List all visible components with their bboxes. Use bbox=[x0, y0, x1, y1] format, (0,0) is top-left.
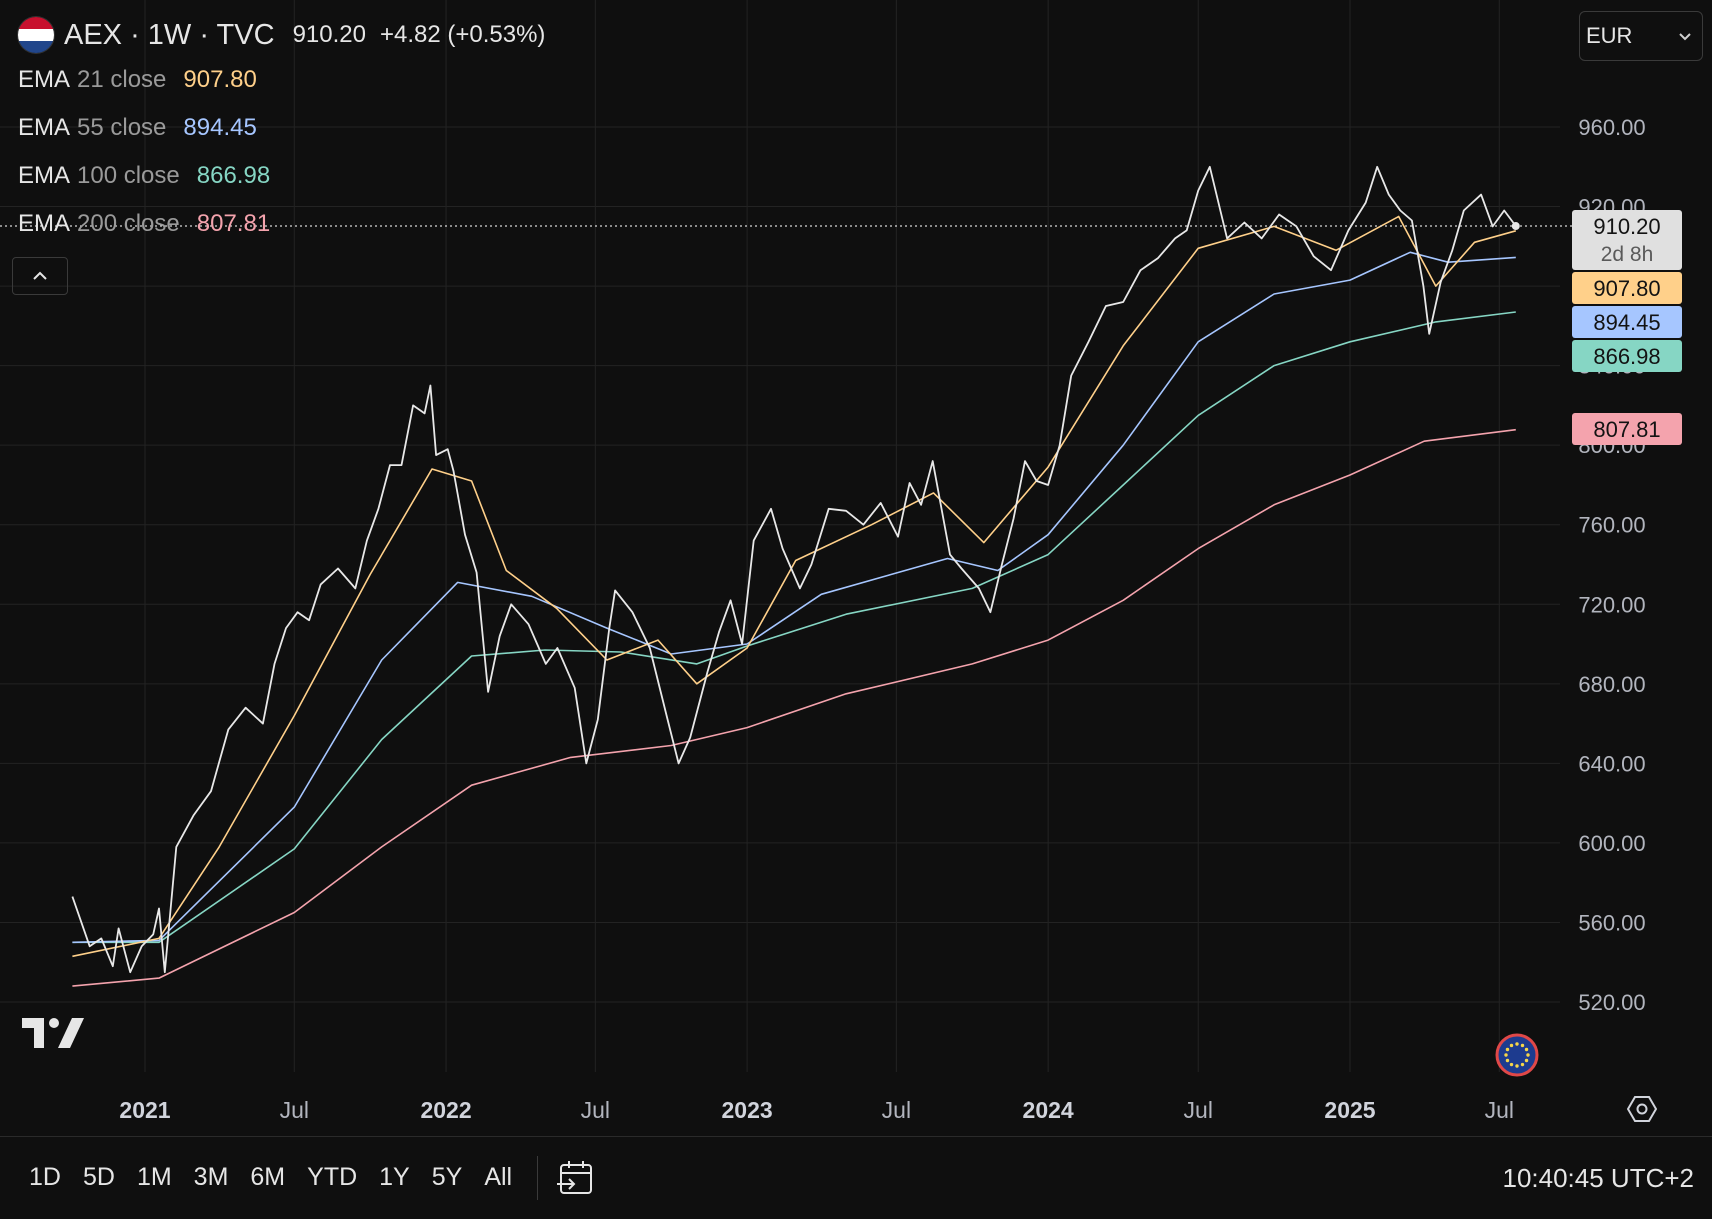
indicator-name: EMA bbox=[18, 114, 71, 141]
symbol-title[interactable]: AEX · 1W · TVC bbox=[64, 18, 275, 51]
indicator-ema-55[interactable]: EMA 55 close 894.45 bbox=[18, 104, 545, 152]
netherlands-flag-icon bbox=[18, 17, 54, 53]
price-change: +4.82 (+0.53%) bbox=[379, 21, 546, 48]
calendar-goto-icon bbox=[557, 1160, 593, 1194]
indicator-params: 55 close bbox=[77, 114, 167, 141]
ema-price-tag bbox=[1572, 306, 1682, 338]
y-tick-label: 560.00 bbox=[1578, 910, 1645, 935]
y-tick-label: 760.00 bbox=[1578, 513, 1645, 538]
x-tick-label: Jul bbox=[1184, 1097, 1213, 1123]
indicator-value: 866.98 bbox=[196, 162, 271, 189]
range-5d-button[interactable]: 5D bbox=[82, 1163, 115, 1191]
y-tick-label: 520.00 bbox=[1578, 990, 1645, 1015]
bottom-toolbar: 1D 5D 1M 3M 6M YTD 1Y 5Y All 10:40:45 UT… bbox=[0, 1136, 1712, 1218]
series-line-ema-100-close bbox=[72, 311, 1516, 944]
chart-legend: AEX · 1W · TVC 910.20 +4.82 (+0.53%) EMA… bbox=[18, 14, 545, 248]
currency-value: EUR bbox=[1586, 23, 1633, 48]
chart-background bbox=[0, 0, 1712, 1136]
indicator-name: EMA bbox=[18, 210, 71, 237]
indicator-name: EMA bbox=[18, 66, 71, 93]
indicator-value: 907.80 bbox=[183, 66, 257, 93]
range-all-button[interactable]: All bbox=[484, 1163, 513, 1191]
series-line-ema-21-close bbox=[72, 215, 1517, 958]
chevron-down-icon bbox=[1679, 33, 1691, 41]
y-tick-label: 680.00 bbox=[1578, 672, 1645, 697]
bar-countdown: 2d 8h bbox=[1601, 243, 1654, 266]
indicator-name: EMA bbox=[18, 162, 71, 189]
x-tick-label: 2021 bbox=[119, 1097, 170, 1123]
x-tick-label: Jul bbox=[581, 1097, 610, 1123]
toolbar-divider bbox=[537, 1155, 539, 1200]
range-1y-button[interactable]: 1Y bbox=[379, 1163, 410, 1191]
last-price-tag-value: 910.20 bbox=[1593, 214, 1660, 239]
indicator-params: 21 close bbox=[77, 66, 167, 93]
range-6m-button[interactable]: 6M bbox=[250, 1163, 286, 1191]
x-tick-label: Jul bbox=[1485, 1097, 1514, 1123]
y-tick-label: 640.00 bbox=[1578, 751, 1645, 776]
last-price: 910.20 bbox=[292, 21, 366, 48]
price-chart[interactable]: 520.00 560.00 600.00 640.00 680.00 720.00 760.… bbox=[0, 0, 1712, 1136]
x-tick-label: 2024 bbox=[1023, 1097, 1074, 1123]
ema-price-tag-value: 907.80 bbox=[1593, 276, 1660, 301]
last-price-dot bbox=[1511, 222, 1520, 231]
indicator-params: 100 close bbox=[77, 162, 180, 189]
ema-price-tag bbox=[1572, 340, 1682, 372]
ema-price-tag bbox=[1572, 413, 1682, 445]
indicator-params: 200 close bbox=[77, 210, 180, 237]
series-line-ema-200-close bbox=[72, 428, 1516, 987]
indicator-ema-21[interactable]: EMA 21 close 907.80 bbox=[18, 56, 545, 104]
ema-price-tag bbox=[1572, 272, 1682, 304]
y-tick-label: 720.00 bbox=[1578, 592, 1645, 617]
ema-price-tag-value: 894.45 bbox=[1593, 310, 1660, 335]
chevron-up-icon bbox=[33, 271, 47, 280]
collapse-legend-button[interactable] bbox=[12, 257, 68, 295]
range-3m-button[interactable]: 3M bbox=[193, 1163, 229, 1191]
indicator-value: 894.45 bbox=[183, 114, 257, 141]
range-1d-button[interactable]: 1D bbox=[29, 1163, 61, 1191]
settings-hexagon-icon[interactable] bbox=[1627, 1094, 1657, 1124]
indicator-ema-100[interactable]: EMA 100 close 866.98 bbox=[18, 152, 545, 200]
ema-price-tag-value: 866.98 bbox=[1593, 344, 1660, 369]
y-tick-label: 960.00 bbox=[1578, 115, 1645, 140]
indicator-ema-200[interactable]: EMA 200 close 807.81 bbox=[18, 200, 545, 248]
x-tick-label: Jul bbox=[280, 1097, 309, 1123]
range-ytd-button[interactable]: YTD bbox=[307, 1163, 358, 1191]
symbol-header: AEX · 1W · TVC 910.20 +4.82 (+0.53%) bbox=[18, 14, 545, 56]
tradingview-logo-icon[interactable] bbox=[22, 1018, 84, 1048]
eu-flag-icon[interactable] bbox=[1495, 1033, 1539, 1077]
series-line-ema-55-close bbox=[72, 251, 1516, 944]
last-price-tag bbox=[1572, 210, 1682, 271]
y-tick-label: 600.00 bbox=[1578, 831, 1645, 856]
indicator-value: 807.81 bbox=[196, 210, 271, 237]
goto-date-button[interactable] bbox=[556, 1159, 596, 1197]
x-tick-label: 2022 bbox=[420, 1097, 471, 1123]
x-tick-label: Jul bbox=[882, 1097, 911, 1123]
x-tick-label: 2023 bbox=[722, 1097, 773, 1123]
ema-price-tag-value: 807.81 bbox=[1593, 417, 1660, 442]
x-tick-label: 2025 bbox=[1324, 1097, 1375, 1123]
series-line-aex bbox=[71, 165, 1517, 974]
currency-select[interactable]: EUR bbox=[1579, 11, 1703, 61]
range-5y-button[interactable]: 5Y bbox=[431, 1163, 463, 1191]
clock: 10:40:45 UTC+2 bbox=[1502, 1163, 1694, 1193]
range-1m-button[interactable]: 1M bbox=[136, 1163, 172, 1191]
